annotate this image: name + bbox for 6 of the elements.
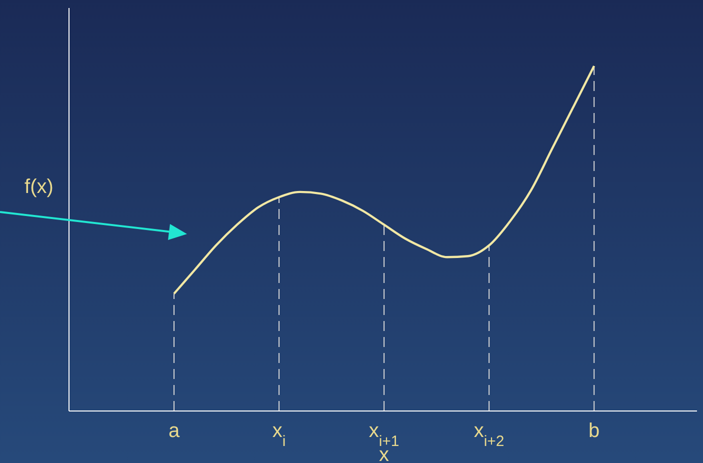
x-tick-label: x$_{i+2}$ [474, 420, 504, 450]
x-tick-label: x$_{i}$ [272, 420, 286, 450]
x-tick-label: b [588, 420, 600, 442]
x-tick-label: a [168, 420, 180, 442]
x-tick-label: x$_{i+1}$ [368, 420, 400, 450]
text: f(x) [24, 176, 54, 198]
